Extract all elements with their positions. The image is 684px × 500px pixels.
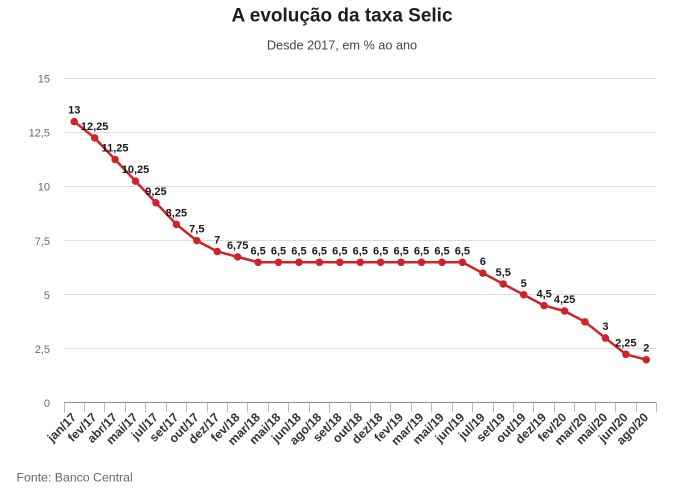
svg-text:11,25: 11,25 — [102, 142, 129, 154]
svg-text:3: 3 — [602, 321, 608, 333]
svg-text:2: 2 — [643, 343, 649, 355]
svg-text:10,25: 10,25 — [122, 164, 150, 176]
svg-text:5: 5 — [521, 278, 527, 290]
svg-text:8,25: 8,25 — [166, 207, 187, 219]
svg-text:4,25: 4,25 — [554, 294, 575, 306]
svg-text:6,5: 6,5 — [332, 245, 347, 257]
svg-text:6,5: 6,5 — [291, 245, 306, 257]
svg-text:5,5: 5,5 — [496, 267, 511, 279]
svg-text:6: 6 — [480, 256, 486, 268]
svg-text:12,25: 12,25 — [81, 121, 109, 133]
svg-text:13: 13 — [68, 105, 80, 117]
svg-text:6,5: 6,5 — [393, 245, 408, 257]
svg-text:7,5: 7,5 — [189, 224, 204, 236]
svg-text:10: 10 — [38, 182, 50, 194]
svg-text:5: 5 — [44, 290, 50, 302]
svg-text:6,5: 6,5 — [373, 245, 388, 257]
svg-text:15: 15 — [38, 73, 50, 85]
svg-text:Desde 2017, em % ao ano: Desde 2017, em % ao ano — [267, 39, 417, 53]
svg-text:7,5: 7,5 — [35, 236, 50, 248]
svg-text:A evolução da taxa Selic: A evolução da taxa Selic — [231, 6, 452, 27]
svg-text:0: 0 — [44, 398, 50, 410]
svg-text:6,5: 6,5 — [271, 245, 286, 257]
svg-text:4,5: 4,5 — [536, 289, 551, 301]
svg-text:6,5: 6,5 — [353, 245, 368, 257]
svg-text:12,5: 12,5 — [29, 128, 50, 140]
svg-text:6,5: 6,5 — [312, 245, 327, 257]
svg-text:7: 7 — [214, 234, 220, 246]
svg-text:2,5: 2,5 — [35, 344, 50, 356]
svg-text:9,25: 9,25 — [145, 186, 166, 198]
svg-text:6,5: 6,5 — [455, 245, 470, 257]
svg-text:6,75: 6,75 — [227, 240, 248, 252]
svg-text:Fonte: Banco Central: Fonte: Banco Central — [17, 471, 133, 485]
svg-text:6,5: 6,5 — [434, 245, 449, 257]
svg-text:6,5: 6,5 — [414, 245, 429, 257]
svg-text:6,5: 6,5 — [250, 245, 265, 257]
svg-text:2,25: 2,25 — [615, 337, 636, 349]
